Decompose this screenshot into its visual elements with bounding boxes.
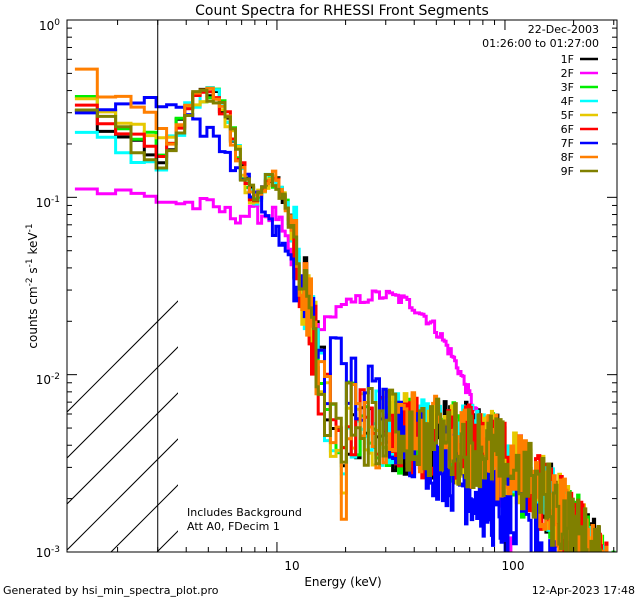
series-layer (74, 67, 616, 552)
y-tick-0-base: 10 (39, 19, 54, 33)
hatch-line (67, 346, 178, 459)
legend-item-9F: 9F (561, 165, 598, 178)
svg-text:10-3: 10-3 (36, 545, 60, 560)
y-label-base: counts cm (26, 286, 40, 348)
background-hatch-region (67, 0, 640, 552)
legend-label-7F: 7F (561, 137, 574, 150)
y-tick-2-exp: -2 (51, 372, 60, 382)
legend-label-4F: 4F (561, 95, 574, 108)
axis-ticks (67, 19, 617, 553)
y-tick-1-exp: -1 (51, 195, 60, 205)
y-label-mid1: s (26, 267, 40, 277)
chart-title: Count Spectra for RHESSI Front Segments (195, 3, 489, 19)
y-tick-0-exp: 0 (54, 18, 60, 28)
legend-item-1F: 1F (561, 53, 598, 66)
series-line-7F (74, 96, 593, 552)
hatch-line (67, 392, 178, 505)
x-tick-label-100: 100 (502, 559, 525, 573)
series-line-2F (74, 187, 513, 552)
annotation-background: Includes Background (187, 506, 302, 519)
y-tick-label-2: 10-2 (36, 372, 60, 387)
x-axis-label: Energy (keV) (304, 575, 381, 589)
y-tick-2-base: 10 (36, 373, 51, 387)
legend-item-4F: 4F (561, 95, 598, 108)
legend-label-9F: 9F (561, 165, 574, 178)
y-tick-3-base: 10 (36, 546, 51, 560)
svg-text:10-2: 10-2 (36, 372, 60, 387)
y-label-sup2: -1 (25, 258, 35, 267)
legend-item-3F: 3F (561, 81, 598, 94)
legend-label-1F: 1F (561, 53, 574, 66)
annotation-attenuator: Att A0, FDecim 1 (187, 520, 280, 533)
legend-item-6F: 6F (561, 123, 598, 136)
footer-timestamp: 12-Apr-2023 17:48 (532, 584, 635, 597)
legend-label-5F: 5F (561, 109, 574, 122)
legend-item-7F: 7F (561, 137, 598, 150)
legend-label-6F: 6F (561, 123, 574, 136)
series-line-6F (74, 90, 609, 552)
svg-text:100: 100 (39, 18, 60, 33)
y-label-sup3: -1 (25, 223, 35, 232)
y-label-mid2: keV (26, 232, 40, 259)
legend-label-8F: 8F (561, 151, 574, 164)
hatch-line (617, 0, 640, 552)
hatch-line (67, 438, 178, 551)
legend-item-8F: 8F (561, 151, 598, 164)
footer-generated-by: Generated by hsi_min_spectra_plot.pro (3, 584, 219, 597)
legend-label-2F: 2F (561, 67, 574, 80)
date-label: 22-Dec-2003 (528, 23, 599, 36)
hatch-line (571, 0, 640, 552)
y-axis-label: counts cm-2 s-1 keV-1 (25, 223, 40, 348)
x-tick-label-10: 10 (284, 559, 299, 573)
legend-item-2F: 2F (561, 67, 598, 80)
plot-frame (66, 19, 618, 553)
time-range-label: 01:26:00 to 01:27:00 (482, 37, 599, 50)
y-label-sup1: -2 (25, 277, 35, 286)
y-tick-label-3: 10-3 (36, 545, 60, 560)
legend: 1F 2F 3F 4F 5F 6F 7F 8F 9F (561, 53, 598, 178)
legend-label-3F: 3F (561, 81, 574, 94)
series-line-9F (74, 88, 602, 552)
legend-item-5F: 5F (561, 109, 598, 122)
y-tick-1-base: 10 (36, 196, 51, 210)
y-tick-label-1: 10-1 (36, 195, 60, 210)
y-tick-3-exp: -3 (51, 545, 60, 555)
svg-text:10-1: 10-1 (36, 195, 60, 210)
y-tick-label-0: 100 (39, 18, 60, 33)
